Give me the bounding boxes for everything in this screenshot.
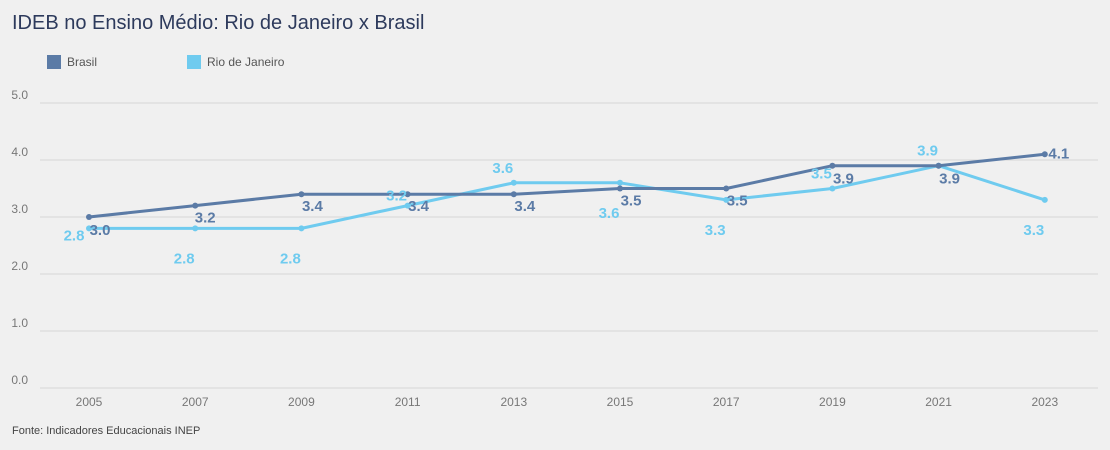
series-line-brasil [88, 152, 1045, 219]
source-note: Fonte: Indicadores Educacionais INEP [12, 425, 201, 437]
chart-title: IDEB no Ensino Médio: Rio de Janeiro x B… [12, 12, 425, 34]
data-point-brasil [510, 191, 517, 198]
series-line-rio-de-janeiro [89, 164, 1046, 230]
y-tick-label: 5.0 [11, 88, 28, 102]
data-point-brasil [86, 214, 92, 220]
legend-swatch-brasil [47, 55, 61, 69]
x-tick-label: 2023 [1031, 395, 1058, 409]
x-tick-label: 2009 [288, 395, 315, 409]
data-label-brasil: 3.4 [408, 198, 430, 215]
data-label-rio-de-janeiro: 3.6 [492, 160, 513, 177]
data-point-brasil [192, 202, 199, 209]
x-tick-label: 2011 [395, 395, 421, 409]
x-tick-label: 2013 [500, 395, 527, 409]
data-label-rio-de-janeiro: 2.8 [174, 250, 195, 267]
y-tick-label: 2.0 [11, 259, 28, 273]
data-label-brasil: 3.2 [195, 210, 216, 227]
data-label-brasil: 3.4 [302, 198, 324, 215]
legend-label-brasil: Brasil [67, 55, 98, 69]
data-label-rio-de-janeiro: 3.9 [917, 143, 938, 160]
y-tick-label: 0.0 [11, 373, 28, 387]
data-point-rio-de-janeiro [510, 179, 517, 186]
data-point-brasil [404, 191, 411, 198]
data-label-rio-de-janeiro: 3.3 [705, 222, 726, 239]
data-label-brasil: 3.9 [939, 171, 960, 188]
legend-swatch-rio-de-janeiro [187, 55, 201, 69]
data-point-brasil [1041, 151, 1048, 158]
x-tick-label: 2017 [713, 395, 740, 409]
data-point-rio-de-janeiro [617, 179, 623, 186]
data-label-brasil: 3.4 [514, 198, 536, 215]
x-tick-label: 2019 [819, 395, 846, 409]
data-point-brasil [617, 185, 623, 192]
legend-label-rio-de-janeiro: Rio de Janeiro [207, 55, 285, 69]
x-tick-label: 2007 [182, 395, 209, 409]
data-label-brasil: 4.1 [1048, 145, 1069, 162]
x-tick-label: 2005 [76, 395, 103, 409]
data-label-rio-de-janeiro: 2.8 [64, 227, 85, 244]
legend-item-brasil[interactable]: Brasil [47, 55, 187, 69]
data-point-brasil [935, 162, 942, 169]
data-point-brasil [723, 185, 730, 192]
line-chart: 0.0 1.0 2.0 3.0 4.0 5.0 2005 2007 2009 2011 2013 20… [11, 88, 1098, 409]
data-point-rio-de-janeiro [1041, 196, 1048, 203]
data-point-rio-de-janeiro [298, 225, 305, 232]
data-label-brasil: 3.9 [833, 171, 854, 188]
data-label-rio-de-janeiro: 3.5 [811, 166, 832, 183]
legend: Brasil Rio de Janeiro [47, 54, 284, 70]
data-point-brasil [829, 162, 836, 169]
data-label-brasil: 3.5 [621, 193, 642, 210]
data-point-brasil [298, 191, 305, 198]
x-tick-label: 2021 [925, 395, 952, 409]
x-tick-label: 2015 [607, 395, 634, 409]
y-tick-label: 3.0 [11, 202, 28, 216]
legend-item-rio-de-janeiro[interactable]: Rio de Janeiro [187, 55, 284, 69]
data-point-rio-de-janeiro [723, 196, 730, 203]
data-point-rio-de-janeiro [192, 225, 199, 232]
y-tick-label: 4.0 [11, 145, 28, 159]
data-label-rio-de-janeiro: 3.6 [599, 205, 620, 222]
data-label-brasil: 3.0 [90, 222, 111, 239]
data-label-rio-de-janeiro: 2.8 [280, 250, 301, 267]
y-tick-label: 1.0 [11, 316, 28, 330]
data-point-rio-de-janeiro [829, 185, 836, 192]
data-point-rio-de-janeiro [404, 202, 411, 209]
data-label-rio-de-janeiro: 3.2 [386, 188, 407, 205]
data-label-brasil: 3.5 [727, 193, 748, 210]
data-label-rio-de-janeiro: 3.3 [1023, 222, 1044, 239]
data-point-rio-de-janeiro [86, 225, 92, 232]
